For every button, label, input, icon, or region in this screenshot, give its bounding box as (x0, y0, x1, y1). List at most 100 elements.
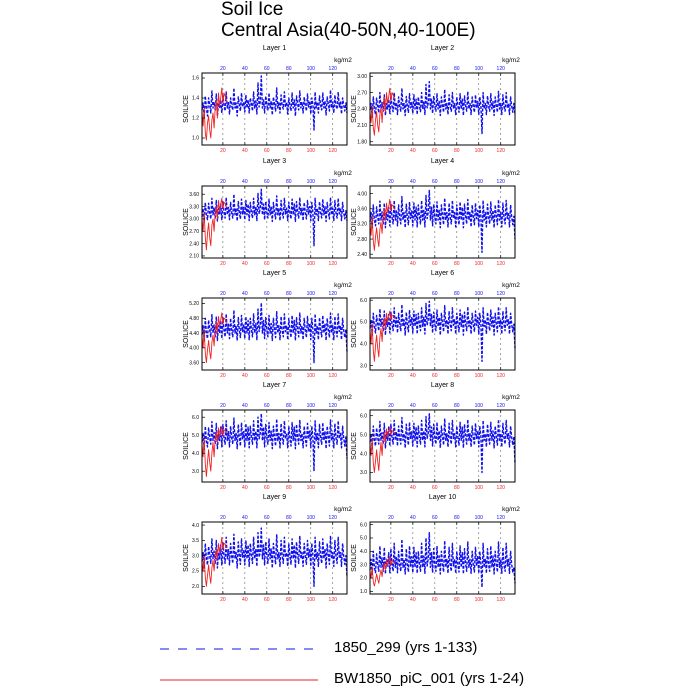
bottom-tick-label: 20 (220, 373, 226, 379)
series-line-run-b (369, 426, 396, 473)
y-axis-label: SOILICE (183, 544, 190, 572)
y-tick-label: 5.0 (360, 320, 367, 326)
top-tick-label: 20 (388, 291, 394, 297)
top-tick-label: 120 (329, 66, 338, 72)
top-tick-label: 60 (264, 66, 270, 72)
y-tick-label: 4.00 (189, 346, 199, 352)
top-tick-label: 120 (329, 291, 338, 297)
y-tick-label: 3.60 (189, 192, 199, 198)
bottom-tick-label: 60 (264, 148, 270, 154)
series-line-run-b (369, 310, 396, 362)
bottom-tick-label: 40 (410, 148, 416, 154)
y-tick-label: 3.5 (192, 538, 199, 544)
top-tick-label: 20 (388, 403, 394, 409)
bottom-tick-label: 40 (410, 597, 416, 603)
units-label: kg/m2 (502, 170, 520, 177)
bottom-tick-label: 20 (388, 261, 394, 267)
bottom-tick-label: 20 (220, 148, 226, 154)
top-tick-label: 120 (329, 403, 338, 409)
top-tick-label: 80 (454, 291, 460, 297)
panel-title: Layer 8 (431, 382, 454, 389)
top-tick-label: 20 (388, 179, 394, 185)
bottom-tick-label: 40 (410, 485, 416, 491)
units-label: kg/m2 (334, 170, 352, 177)
bottom-tick-label: 40 (410, 373, 416, 379)
bottom-tick-label: 100 (475, 485, 484, 491)
top-tick-label: 20 (220, 291, 226, 297)
top-tick-label: 20 (220, 179, 226, 185)
top-tick-label: 100 (475, 403, 484, 409)
panel-title: Layer 2 (431, 45, 454, 52)
y-tick-label: 3.20 (357, 222, 367, 228)
y-tick-label: 2.5 (192, 569, 199, 575)
units-label: kg/m2 (502, 57, 520, 64)
bottom-tick-label: 80 (286, 148, 292, 154)
series-line-run-a (201, 302, 348, 364)
top-tick-label: 100 (475, 179, 484, 185)
top-tick-label: 60 (264, 179, 270, 185)
legend-label-run-b: BW1850_piC_001 (yrs 1-24) (334, 670, 525, 687)
units-label: kg/m2 (334, 57, 352, 64)
top-tick-label: 120 (497, 179, 506, 185)
y-tick-label: 5.0 (360, 536, 367, 542)
bottom-tick-label: 80 (286, 597, 292, 603)
bottom-tick-label: 40 (242, 373, 248, 379)
series-line-run-a (369, 532, 516, 588)
series-line-run-a (201, 412, 348, 472)
bottom-tick-label: 120 (497, 597, 506, 603)
top-tick-label: 40 (410, 179, 416, 185)
page-subtitle: Central Asia(40-50N,40-100E) (221, 20, 476, 41)
y-axis-label: SOILICE (351, 432, 358, 460)
bottom-tick-label: 100 (307, 261, 316, 267)
y-tick-label: 3.60 (357, 206, 367, 212)
units-label: kg/m2 (334, 394, 352, 401)
y-tick-label: 1.2 (192, 116, 199, 122)
y-tick-label: 4.80 (189, 316, 199, 322)
series-line-run-b (201, 312, 228, 364)
top-tick-label: 120 (497, 403, 506, 409)
top-tick-label: 60 (432, 179, 438, 185)
bottom-tick-label: 40 (242, 485, 248, 491)
panel-layer-7: Layer 7 kg/m2 20 40 60 80 100 120 20 40 60 80 100 120… (183, 382, 352, 491)
y-tick-label: 2.40 (357, 107, 367, 113)
bottom-tick-label: 120 (497, 148, 506, 154)
panel-layer-1: Layer 1 kg/m2 20 40 60 80 100 120 20 40 60 80 100 120… (183, 45, 352, 154)
y-tick-label: 6.0 (360, 298, 367, 304)
panel-layer-3: Layer 3 kg/m2 20 40 60 80 100 120 20 40 60 80 100 120… (183, 158, 352, 267)
plot-frame (369, 185, 516, 259)
y-tick-label: 6.0 (192, 415, 199, 421)
bottom-tick-label: 120 (329, 148, 338, 154)
bottom-tick-label: 120 (497, 485, 506, 491)
y-tick-label: 1.6 (192, 76, 199, 82)
series-line-run-a (369, 300, 516, 362)
series-line-run-b (369, 87, 396, 136)
y-tick-label: 5.0 (360, 432, 367, 438)
panel-layer-2: Layer 2 kg/m2 20 40 60 80 100 120 20 40 60 80 100 120… (351, 45, 520, 154)
bottom-tick-label: 40 (242, 261, 248, 267)
y-tick-label: 4.0 (192, 451, 199, 457)
y-tick-label: 2.40 (357, 252, 367, 258)
bottom-tick-label: 60 (264, 373, 270, 379)
y-tick-label: 4.40 (189, 331, 199, 337)
bottom-tick-label: 20 (220, 261, 226, 267)
bottom-tick-label: 20 (388, 597, 394, 603)
y-tick-label: 3.0 (360, 470, 367, 476)
top-tick-label: 20 (388, 66, 394, 72)
panel-layer-8: Layer 8 kg/m2 20 40 60 80 100 120 20 40 60 80 100 120… (351, 382, 520, 491)
y-tick-label: 4.00 (357, 191, 367, 197)
y-tick-label: 1.4 (192, 96, 199, 102)
top-tick-label: 80 (286, 66, 292, 72)
bottom-tick-label: 100 (475, 373, 484, 379)
plot-frame (369, 521, 516, 595)
top-tick-label: 120 (329, 515, 338, 521)
top-tick-label: 40 (242, 66, 248, 72)
top-tick-label: 80 (286, 403, 292, 409)
bottom-tick-label: 100 (475, 597, 484, 603)
top-tick-label: 80 (454, 403, 460, 409)
top-tick-label: 100 (307, 66, 316, 72)
page-title: Soil Ice (221, 0, 284, 20)
bottom-tick-label: 80 (454, 485, 460, 491)
top-tick-label: 120 (497, 66, 506, 72)
units-label: kg/m2 (502, 506, 520, 513)
